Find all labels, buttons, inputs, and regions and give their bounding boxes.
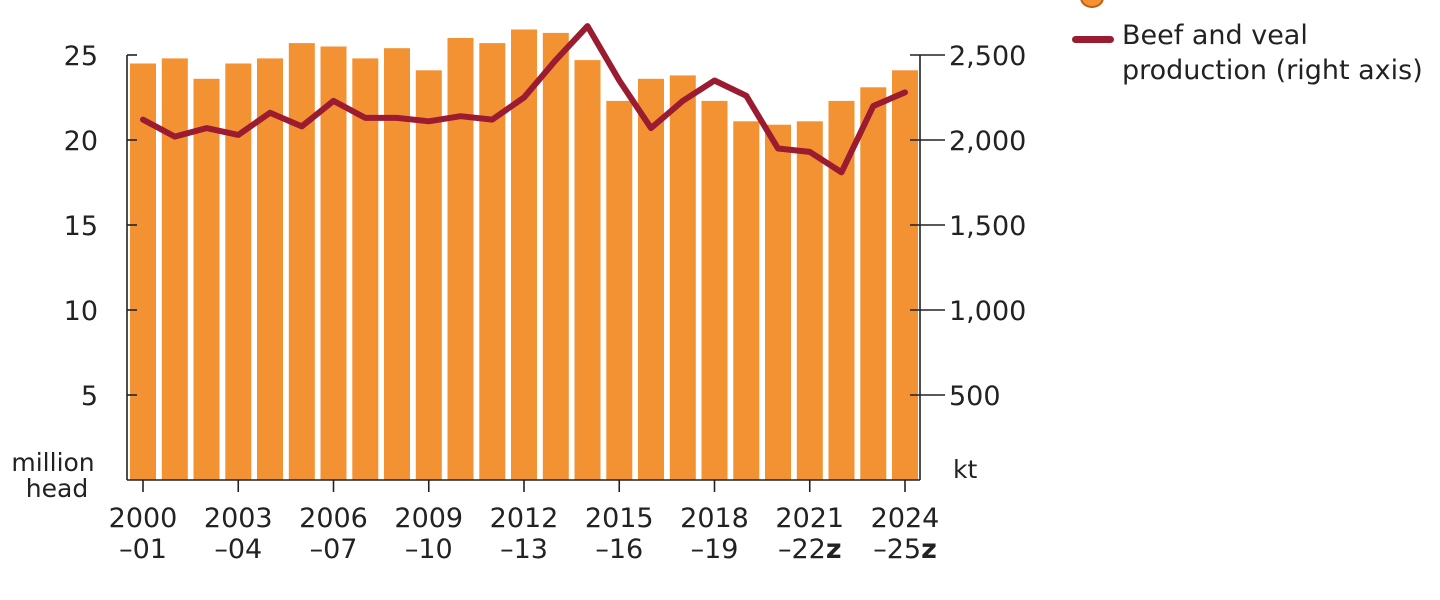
x-tick-span: –25z xyxy=(873,534,937,565)
legend-label: Beef and veal production (right axis) xyxy=(1122,20,1423,86)
bar xyxy=(257,58,283,481)
x-tick-span: –10 xyxy=(405,534,453,565)
left-tick-label: 20 xyxy=(64,126,98,157)
left-unit-label: million head xyxy=(11,448,102,503)
bar xyxy=(415,70,442,481)
left-tick-label: 15 xyxy=(64,211,98,242)
bar xyxy=(701,100,728,481)
bar-series xyxy=(130,29,918,481)
bar xyxy=(320,46,347,480)
legend-bar-swatch xyxy=(1080,0,1104,8)
right-tick-label: 2,000 xyxy=(949,126,1026,157)
legend-line-swatch xyxy=(1072,36,1114,43)
bar xyxy=(606,100,633,481)
right-unit-label: kt xyxy=(953,455,977,484)
bar xyxy=(733,121,760,481)
x-tick-span: –13 xyxy=(500,534,548,565)
left-tick-label: 10 xyxy=(64,296,98,327)
x-tick-span: –19 xyxy=(691,534,739,565)
x-tick-span: –16 xyxy=(595,534,643,565)
y-ticks: 5 10 15 20 25 500 1,000 1,500 2,000 2,500 xyxy=(64,41,1027,412)
x-ticks: 2000–012003–042006–072009–102012–132015–… xyxy=(109,480,940,565)
bar xyxy=(193,78,220,481)
bar xyxy=(669,75,696,481)
x-tick-span: –01 xyxy=(119,534,167,565)
bar xyxy=(796,121,823,481)
line-series xyxy=(140,23,908,176)
right-tick-label: 1,000 xyxy=(949,296,1026,327)
right-tick-label: 2,500 xyxy=(949,41,1026,72)
x-tick-year: 2018 xyxy=(680,503,749,534)
x-tick-span: –07 xyxy=(310,534,358,565)
bar xyxy=(479,43,506,480)
x-tick-span: –04 xyxy=(214,534,262,565)
x-tick-span: –22z xyxy=(778,534,842,565)
x-tick-year: 2021 xyxy=(775,503,844,534)
bar xyxy=(161,58,188,481)
bar xyxy=(892,70,918,481)
bar xyxy=(384,48,410,480)
bar xyxy=(130,63,156,480)
bar xyxy=(860,87,887,481)
left-tick-label: 5 xyxy=(81,381,98,412)
bar xyxy=(638,78,664,481)
bar xyxy=(542,32,569,481)
bar xyxy=(447,38,474,480)
x-tick-year: 2003 xyxy=(204,503,273,534)
x-tick-year: 2015 xyxy=(585,503,654,534)
x-tick-year: 2009 xyxy=(394,503,463,534)
legend-item-beef: Beef and veal production (right axis) xyxy=(1072,18,1432,88)
bar xyxy=(352,58,379,481)
x-tick-year: 2012 xyxy=(490,503,559,534)
legend: Beef and veal production (right axis) xyxy=(1072,18,1432,88)
bar-line-chart: 5 10 15 20 25 500 1,000 1,500 2,000 2,500 2000–01… xyxy=(11,23,1027,565)
bar xyxy=(574,60,601,480)
x-tick-year: 2024 xyxy=(871,503,940,534)
bar xyxy=(765,124,791,480)
x-tick-year: 2006 xyxy=(299,503,368,534)
right-tick-label: 1,500 xyxy=(949,211,1026,242)
right-tick-label: 500 xyxy=(949,381,1001,412)
left-tick-label: 25 xyxy=(64,41,98,72)
x-tick-year: 2000 xyxy=(109,503,178,534)
bar xyxy=(288,43,315,480)
